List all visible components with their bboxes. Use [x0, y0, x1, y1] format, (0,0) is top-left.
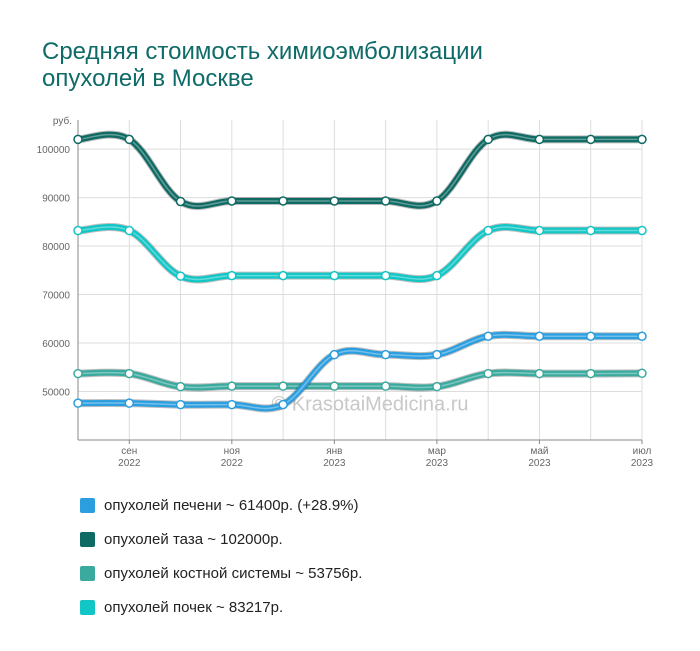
- data-point: [175, 271, 186, 281]
- data-point: [73, 225, 83, 236]
- data-point: [329, 270, 340, 281]
- data-point: [637, 134, 647, 145]
- y-axis-unit: руб.: [53, 115, 72, 127]
- legend-swatch-kidney: [80, 599, 95, 615]
- data-point: [585, 368, 596, 379]
- data-point: [227, 196, 237, 206]
- legend-label-pelvis: опухолей таза ~ 102000р.: [104, 530, 283, 548]
- data-point: [637, 225, 647, 236]
- y-tick-label: 60000: [42, 339, 70, 350]
- x-tick-label-year: 2022: [118, 458, 141, 469]
- x-tick-label-month: сен: [121, 446, 137, 457]
- chart-title-line-1: Средняя стоимость химиоэмболизации: [42, 38, 483, 65]
- x-tick-label-year: 2023: [528, 458, 551, 469]
- x-tick-label-month: июл: [633, 446, 652, 457]
- data-point: [278, 196, 288, 206]
- data-point: [585, 331, 596, 341]
- data-point: [73, 398, 83, 408]
- x-tick-label-year: 2023: [323, 458, 346, 469]
- data-point: [175, 399, 186, 410]
- series-line: [75, 131, 645, 210]
- series-line-highlight: [77, 133, 642, 207]
- series-line-shadow: [74, 223, 646, 284]
- series-3: [73, 130, 647, 211]
- data-point: [637, 331, 647, 341]
- y-tick-label: 70000: [42, 291, 70, 302]
- legend-swatch-bone: [80, 565, 95, 581]
- data-point: [329, 349, 340, 360]
- data-point: [534, 225, 545, 236]
- chart-title-line-2: опухолей в Москве: [42, 65, 254, 92]
- data-point: [124, 225, 135, 236]
- x-tick-label-month: ноя: [224, 446, 241, 457]
- data-point: [534, 331, 545, 341]
- legend-label-liver: опухолей печени ~ 61400р. (+28.9%): [104, 496, 359, 514]
- data-point: [278, 399, 288, 410]
- series-line: [75, 369, 645, 391]
- x-tick-label-month: май: [530, 446, 548, 457]
- data-point: [329, 381, 340, 391]
- chart-legend: опухолей печени ~ 61400р. (+28.9%) опухо…: [80, 488, 362, 624]
- data-point: [278, 381, 288, 391]
- data-point: [175, 381, 186, 392]
- data-point: [483, 225, 493, 236]
- x-tick-label-year: 2023: [426, 458, 449, 469]
- legend-label-kidney: опухолей почек ~ 83217р.: [104, 598, 284, 616]
- series-2: [73, 223, 647, 284]
- data-point: [329, 196, 340, 206]
- data-point: [380, 381, 391, 391]
- data-point: [73, 134, 83, 145]
- data-point: [432, 196, 442, 206]
- data-point: [124, 368, 135, 379]
- legend-swatch-pelvis: [80, 531, 95, 547]
- data-point: [380, 196, 391, 206]
- data-point: [432, 270, 442, 281]
- data-point: [278, 270, 288, 281]
- x-tick-label-year: 2022: [221, 458, 244, 469]
- data-point: [585, 225, 596, 236]
- x-tick-label-month: мар: [428, 446, 446, 457]
- data-point: [124, 134, 135, 145]
- legend-item-liver[interactable]: опухолей печени ~ 61400р. (+28.9%): [80, 488, 362, 522]
- y-tick-label: 80000: [42, 242, 70, 253]
- x-tick-label-month: янв: [326, 446, 342, 457]
- legend-item-kidney[interactable]: опухолей почек ~ 83217р.: [80, 590, 362, 624]
- legend-label-bone: опухолей костной системы ~ 53756р.: [104, 564, 363, 582]
- watermark-text: © KrasotaiMedicina.ru: [271, 394, 468, 416]
- data-point: [483, 134, 493, 145]
- data-point: [534, 368, 545, 379]
- data-point: [227, 270, 237, 281]
- data-point: [432, 349, 442, 360]
- data-point: [534, 134, 545, 145]
- data-point: [483, 368, 493, 379]
- data-point: [73, 368, 83, 379]
- series-line-shadow: [74, 130, 646, 211]
- legend-swatch-liver: [80, 497, 95, 513]
- data-point: [585, 134, 596, 145]
- data-point: [227, 399, 237, 410]
- data-point: [432, 381, 442, 392]
- chart-title: Средняя стоимость химиоэмболизации опухо…: [42, 38, 602, 92]
- data-point: [380, 270, 391, 281]
- data-point: [227, 381, 237, 391]
- y-tick-label: 90000: [42, 194, 70, 205]
- series-0: [73, 368, 647, 392]
- data-point: [380, 349, 391, 360]
- x-tick-label-year: 2023: [631, 458, 654, 469]
- line-chart: 5000060000700008000090000100000руб.сен20…: [37, 115, 654, 469]
- series-1: [73, 330, 647, 413]
- data-point: [124, 398, 135, 408]
- legend-item-pelvis[interactable]: опухолей таза ~ 102000р.: [80, 522, 362, 556]
- y-tick-label: 50000: [42, 388, 70, 399]
- data-point: [483, 331, 493, 341]
- legend-item-bone[interactable]: опухолей костной системы ~ 53756р.: [80, 556, 362, 590]
- data-point: [637, 368, 647, 379]
- y-tick-label: 100000: [37, 145, 71, 156]
- data-point: [175, 196, 186, 207]
